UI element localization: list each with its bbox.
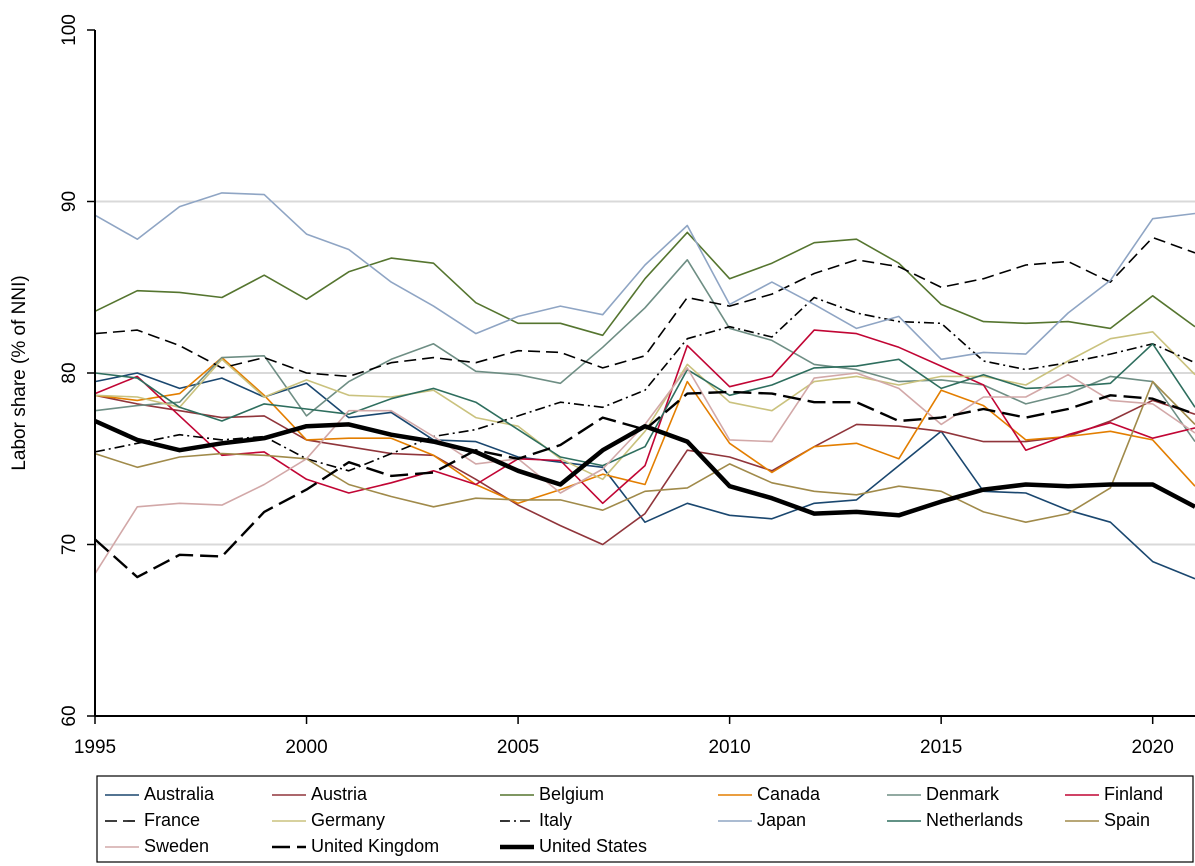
series-line <box>94 367 1195 575</box>
legend-box <box>96 775 1194 863</box>
y-tick-label: 70 <box>59 534 80 555</box>
legend-label: Denmark <box>926 784 1000 804</box>
x-tick-label: 2020 <box>1132 737 1174 758</box>
x-tick-label: 2000 <box>285 737 327 758</box>
series-line <box>94 331 1195 481</box>
legend-label: Italy <box>539 810 572 830</box>
y-tick-label: 90 <box>59 191 80 212</box>
legend-label: United Kingdom <box>311 836 439 856</box>
series-line <box>94 231 1195 337</box>
legend-label: Netherlands <box>926 810 1023 830</box>
series-line <box>94 390 1195 579</box>
series-line <box>94 380 1195 523</box>
legend-label: Finland <box>1104 784 1163 804</box>
legend-label: Australia <box>144 784 215 804</box>
legend-label: Sweden <box>144 836 209 856</box>
series-line <box>94 372 1195 580</box>
series-line <box>94 329 1195 505</box>
legend-label: Canada <box>757 784 821 804</box>
legend: Australia Austria Belgium Canada Denmark Finl… <box>96 775 1194 863</box>
x-tick-label: 2015 <box>920 737 962 758</box>
x-tick-label: 2010 <box>708 737 750 758</box>
series-line <box>94 394 1195 546</box>
y-tick-label: 60 <box>59 705 80 726</box>
legend-label: Spain <box>1104 810 1150 830</box>
y-tick-label: 80 <box>59 362 80 383</box>
legend-label: Germany <box>311 810 385 830</box>
x-tick-label: 2005 <box>497 737 539 758</box>
legend-label: Belgium <box>539 784 604 804</box>
y-tick-label: 100 <box>59 14 80 46</box>
series-line <box>94 296 1195 472</box>
y-axis-label: Labor share (% of NNI) <box>9 275 30 470</box>
series-line <box>94 418 1195 518</box>
legend-label: Japan <box>757 810 806 830</box>
legend-label: France <box>144 810 200 830</box>
x-tick-label: 1995 <box>74 737 116 758</box>
legend-label: Austria <box>311 784 368 804</box>
series-line <box>94 192 1195 361</box>
legend-label: United States <box>539 836 647 856</box>
series-line <box>94 343 1195 467</box>
